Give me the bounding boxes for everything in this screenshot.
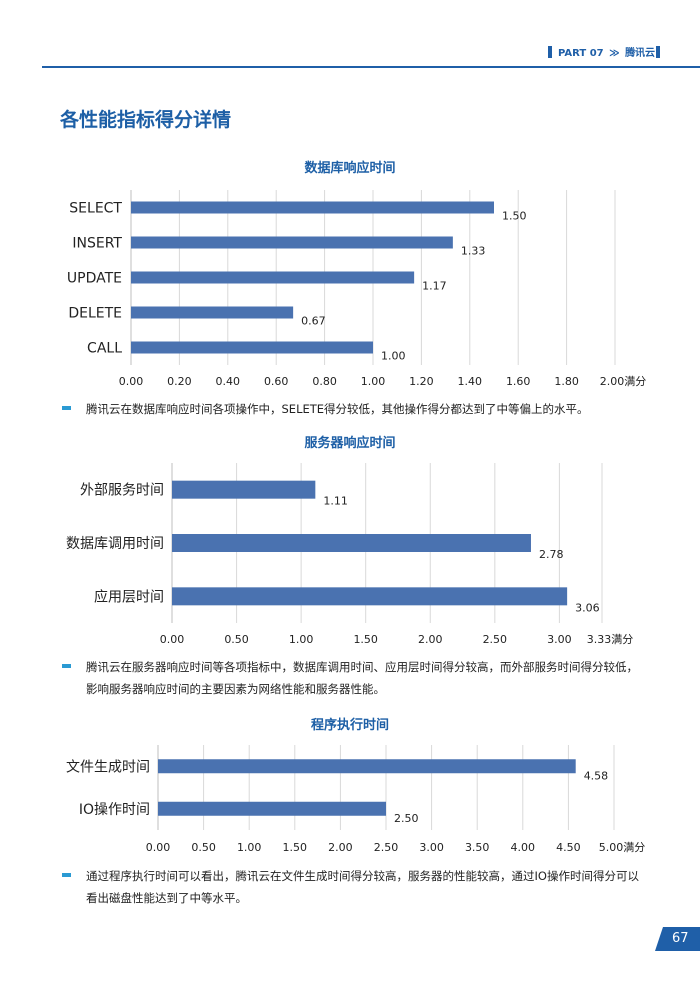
- chart-database-response: 0.00 0.20 0.40 0.60 0.80 1.00 1.20 1.40 1.60 1.80…: [67, 190, 647, 388]
- data-label: 1.50: [502, 210, 527, 223]
- chevron-right-icon: ≫: [609, 48, 620, 59]
- bullet-icon: [62, 873, 71, 877]
- x-tick-label: 2.00满分: [600, 375, 647, 388]
- bullet-icon: [62, 664, 71, 668]
- page-number: 67: [672, 931, 689, 946]
- x-tick-label: 1.00: [361, 375, 386, 388]
- x-tick-label: 1.80: [554, 375, 579, 388]
- header-section-label: PART 07 ≫ 腾讯云: [558, 44, 655, 59]
- x-tick-label: 3.33满分: [587, 633, 634, 646]
- page-title: 各性能指标得分详情: [60, 109, 232, 131]
- note-database: 腾讯云在数据库响应时间各项操作中，SELETE得分较低，其他操作得分都达到了中等…: [86, 402, 589, 416]
- bar: [172, 480, 316, 499]
- bar: [131, 201, 494, 214]
- data-label: 1.11: [323, 495, 348, 508]
- header-marker-right: [656, 46, 660, 58]
- x-tick-label: 0.60: [264, 375, 289, 388]
- chart-title-server: 服务器响应时间: [304, 436, 396, 451]
- x-tick-label: 2.00: [328, 841, 353, 854]
- category-label: 外部服务时间: [80, 483, 164, 499]
- x-tick-label: 0.40: [216, 375, 241, 388]
- x-tick-label: 0.50: [191, 841, 216, 854]
- data-label: 1.00: [381, 350, 406, 363]
- page-number-badge: 67: [655, 927, 700, 951]
- bar: [172, 534, 531, 552]
- x-tick-label: 5.00满分: [599, 841, 646, 854]
- bar: [172, 587, 568, 606]
- category-label: CALL: [87, 341, 122, 357]
- header-marker-left: [548, 46, 552, 58]
- category-label: DELETE: [68, 306, 122, 322]
- x-tick-label: 1.20: [409, 375, 434, 388]
- category-label: SELECT: [69, 201, 122, 217]
- category-label: 应用层时间: [94, 588, 164, 605]
- x-tick-label: 1.50: [283, 841, 308, 854]
- data-label: 2.78: [539, 548, 564, 561]
- x-tick-label: 0.00: [160, 633, 185, 646]
- x-tick-label: 0.20: [167, 375, 192, 388]
- chart-title-database: 数据库响应时间: [304, 161, 396, 176]
- note-program: 通过程序执行时间可以看出，腾讯云在文件生成时间得分较高，服务器的性能较高，通过I…: [86, 869, 639, 905]
- x-tick-label: 1.50: [353, 633, 378, 646]
- bar: [131, 306, 294, 319]
- bar: [158, 801, 386, 816]
- bar: [158, 759, 576, 774]
- bar: [131, 236, 453, 249]
- x-tick-label: 3.00: [419, 841, 444, 854]
- bar: [131, 341, 373, 354]
- x-tick-label: 2.50: [374, 841, 399, 854]
- x-tick-label: 4.00: [511, 841, 536, 854]
- x-tick-label: 1.00: [237, 841, 262, 854]
- category-label: 数据库调用时间: [66, 536, 164, 552]
- header-part: PART 07: [558, 48, 604, 59]
- x-tick-label: 0.00: [146, 841, 171, 854]
- x-tick-label: 0.00: [119, 375, 144, 388]
- bar: [131, 271, 415, 284]
- category-label: 文件生成时间: [66, 759, 150, 775]
- chart-server-response: 0.00 0.50 1.00 1.50 2.00 2.50 3.00 3.33满分 外部服务时间…: [66, 463, 634, 646]
- data-label: 4.58: [584, 769, 609, 782]
- x-tick-label: 3.00: [547, 633, 572, 646]
- data-label: 1.33: [461, 245, 486, 258]
- chart-title-program: 程序执行时间: [310, 718, 389, 733]
- x-tick-label: 1.40: [458, 375, 483, 388]
- category-label: UPDATE: [67, 271, 122, 287]
- header-brand: 腾讯云: [625, 48, 656, 59]
- bullet-icon: [62, 406, 71, 410]
- x-tick-label: 1.60: [506, 375, 531, 388]
- category-label: IO操作时间: [79, 802, 150, 818]
- data-label: 0.67: [301, 315, 326, 328]
- x-tick-label: 2.00: [418, 633, 443, 646]
- chart-program-execution: 0.00 0.50 1.00 1.50 2.00 2.50 3.00 3.50 4.00 4.50…: [66, 745, 646, 854]
- x-tick-label: 2.50: [483, 633, 508, 646]
- x-tick-label: 4.50: [556, 841, 581, 854]
- x-tick-label: 3.50: [465, 841, 490, 854]
- x-tick-label: 0.80: [312, 375, 337, 388]
- x-tick-label: 0.50: [224, 633, 249, 646]
- category-label: INSERT: [72, 236, 122, 252]
- note-server: 腾讯云在服务器响应时间等各项指标中，数据库调用时间、应用层时间得分较高，而外部服…: [86, 660, 638, 696]
- data-label: 3.06: [575, 601, 600, 614]
- data-label: 2.50: [394, 812, 419, 825]
- data-label: 1.17: [422, 280, 447, 293]
- header-divider: [42, 66, 700, 68]
- x-tick-label: 1.00: [289, 633, 314, 646]
